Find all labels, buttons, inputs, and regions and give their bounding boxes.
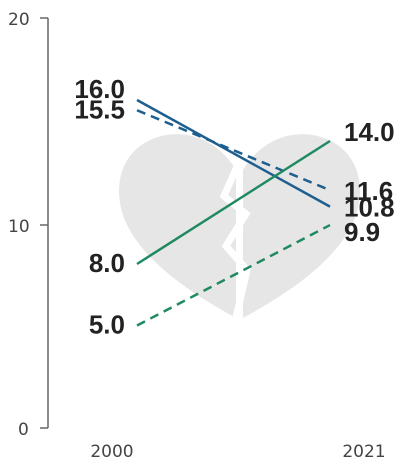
series-line [136, 139, 331, 266]
x-tick-label: 2021 [342, 442, 385, 462]
series-line [136, 98, 331, 208]
data-label: 10.8 [344, 193, 394, 223]
y-tick-label: 0 [18, 420, 29, 440]
series-line [136, 109, 331, 192]
data-label: 8.0 [89, 248, 125, 278]
series-group [136, 98, 331, 327]
data-label: 5.0 [89, 310, 125, 340]
data-labels: 16.0 10.8 15.5 11.6 8.0 14.0 5.0 9.9 [74, 74, 394, 340]
data-label: 11.6 [344, 176, 393, 206]
series-line [136, 223, 331, 327]
data-label: 16.0 [74, 74, 125, 104]
y-tick-label: 10 [8, 217, 30, 237]
y-tick-label: 20 [8, 10, 30, 30]
data-label: 14.0 [344, 117, 394, 147]
x-axis: 2000 2021 [90, 442, 385, 462]
x-tick-label: 2000 [90, 442, 133, 462]
y-axis: 20 10 0 [8, 10, 48, 440]
broken-heart-icon [119, 134, 360, 323]
data-label: 9.9 [344, 217, 380, 247]
data-label: 15.5 [74, 94, 125, 124]
